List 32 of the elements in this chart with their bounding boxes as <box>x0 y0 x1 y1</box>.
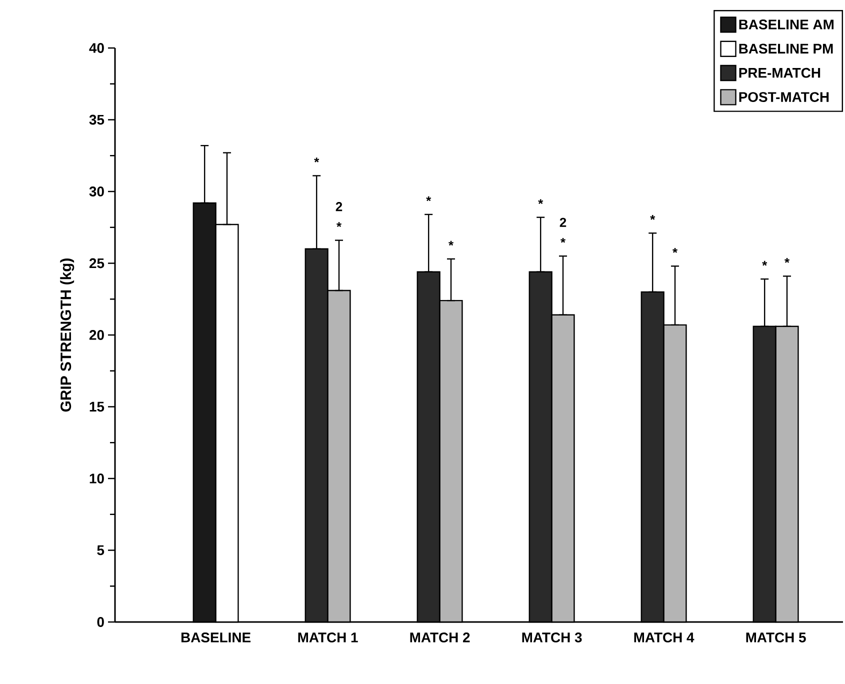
y-tick-label: 35 <box>89 114 104 125</box>
annotation: * <box>426 196 432 202</box>
annotation: * <box>538 199 544 204</box>
annotation: * <box>560 238 566 243</box>
annotation: * <box>650 215 656 220</box>
y-tick-label: 25 <box>89 258 104 268</box>
y-tick-label: 20 <box>89 330 104 340</box>
x-tick-label: MATCH 3 <box>522 632 582 642</box>
y-tick-label: 0 <box>97 617 104 627</box>
legend-label: BASELINE AM <box>739 20 834 30</box>
y-axis-title: GRIP STRENGTH (kg) <box>60 258 74 412</box>
annotation: * <box>784 258 790 263</box>
y-tick-label: 5 <box>97 545 104 556</box>
y-tick-label: 40 <box>89 43 104 53</box>
annotation: * <box>762 260 768 266</box>
y-tick-label: 10 <box>90 474 104 484</box>
legend-label: POST-MATCH <box>739 92 829 102</box>
legend-label: PRE-MATCH <box>739 68 820 78</box>
annotation: * <box>314 158 320 162</box>
annotation: 2 <box>560 218 566 227</box>
annotation: 2 <box>336 202 342 212</box>
legend-label: BASELINE PM <box>739 44 833 54</box>
x-tick-label: BASELINE <box>181 632 251 642</box>
x-tick-label: MATCH 5 <box>746 632 806 642</box>
y-tick-label: 15 <box>90 402 104 412</box>
annotation: * <box>672 248 678 253</box>
annotation: * <box>448 240 454 246</box>
x-tick-label: MATCH 1 <box>298 632 358 642</box>
x-tick-label: MATCH 2 <box>410 632 470 642</box>
y-tick-label: 30 <box>89 186 104 196</box>
x-tick-label: MATCH 4 <box>634 632 694 642</box>
annotation: * <box>336 222 342 227</box>
